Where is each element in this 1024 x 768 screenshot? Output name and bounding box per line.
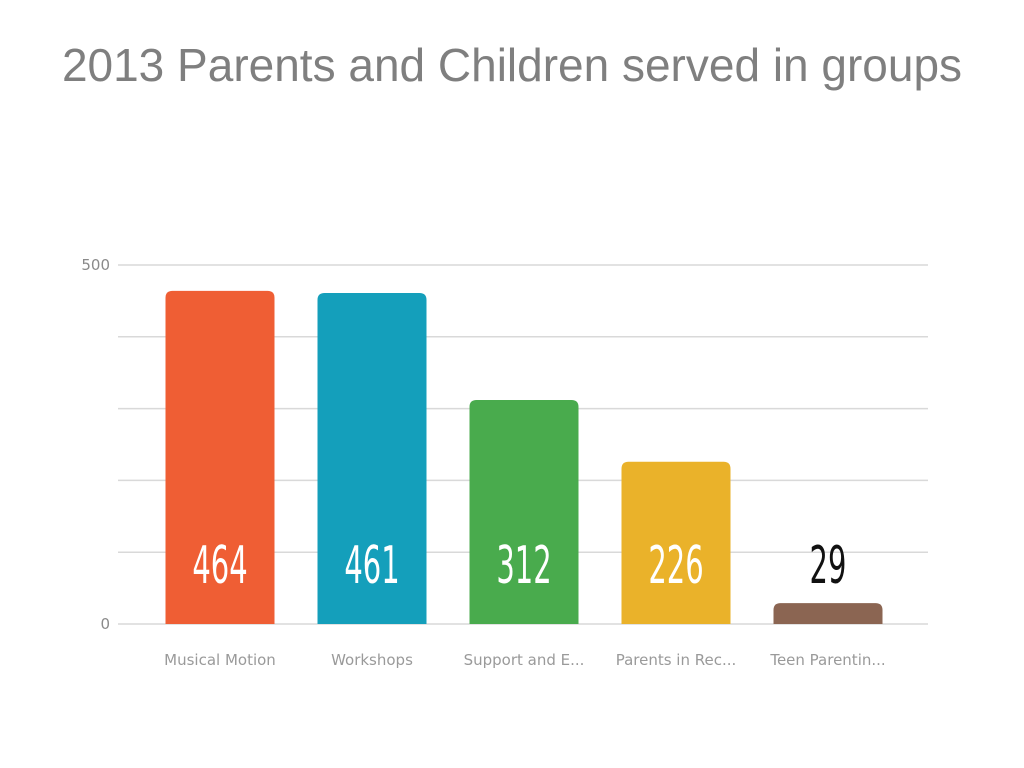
category-label: Support and E... <box>464 651 585 669</box>
y-tick-label: 500 <box>81 256 110 274</box>
y-tick-label: 0 <box>100 615 110 633</box>
y-axis-ticks: 500 0 <box>81 256 110 633</box>
value-label: 461 <box>344 536 399 596</box>
category-label: Workshops <box>331 651 413 669</box>
value-label: 29 <box>810 536 847 596</box>
category-label: Parents in Rec... <box>616 651 737 669</box>
value-label: 464 <box>192 536 247 596</box>
bar-1 <box>165 290 275 624</box>
bar-5 <box>773 603 883 624</box>
bar-4 <box>621 461 731 624</box>
value-labels: 464 461 312 226 29 <box>192 536 846 596</box>
category-label: Teen Parentin... <box>769 651 885 669</box>
bar-2 <box>317 293 427 624</box>
bars <box>165 290 883 624</box>
chart-title: 2013 Parents and Children served in grou… <box>61 39 963 91</box>
category-labels: Musical Motion Workshops Support and E... P… <box>164 651 886 669</box>
category-label: Musical Motion <box>164 651 276 669</box>
bar-3 <box>469 399 579 624</box>
value-label: 312 <box>496 536 551 596</box>
value-label: 226 <box>648 536 703 596</box>
